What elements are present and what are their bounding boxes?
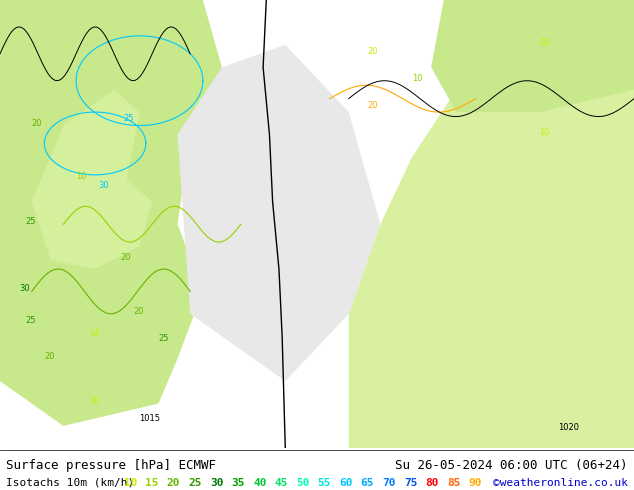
Text: 60: 60 (339, 477, 353, 488)
Polygon shape (349, 0, 634, 448)
Text: 55: 55 (318, 477, 331, 488)
Text: 50: 50 (296, 477, 309, 488)
Text: 25: 25 (25, 217, 36, 226)
Text: 20: 20 (133, 307, 144, 316)
Text: 20: 20 (539, 38, 550, 47)
Text: 25: 25 (25, 316, 36, 325)
Text: 20: 20 (368, 100, 378, 110)
Text: Isotachs 10m (km/h): Isotachs 10m (km/h) (6, 477, 134, 488)
Polygon shape (178, 45, 380, 381)
Text: 85: 85 (447, 477, 460, 488)
Polygon shape (32, 90, 152, 269)
Text: 30: 30 (98, 181, 109, 190)
Text: Su 26-05-2024 06:00 UTC (06+24): Su 26-05-2024 06:00 UTC (06+24) (395, 459, 628, 472)
Text: 10: 10 (539, 127, 550, 137)
Text: 20: 20 (368, 47, 378, 56)
Text: 1015: 1015 (139, 415, 160, 423)
Text: 15: 15 (145, 477, 158, 488)
Text: 65: 65 (361, 477, 374, 488)
Text: 20: 20 (44, 352, 55, 361)
Text: 10: 10 (89, 396, 100, 406)
Text: 70: 70 (382, 477, 396, 488)
Text: 14: 14 (89, 329, 100, 338)
Text: 80: 80 (425, 477, 439, 488)
Text: 90: 90 (469, 477, 482, 488)
Text: 20: 20 (167, 477, 180, 488)
Text: 35: 35 (231, 477, 245, 488)
Text: 75: 75 (404, 477, 417, 488)
Text: 30: 30 (210, 477, 223, 488)
Text: 10: 10 (124, 477, 137, 488)
Text: 25: 25 (188, 477, 202, 488)
Polygon shape (431, 0, 634, 112)
Text: 25: 25 (158, 334, 169, 343)
Text: ©weatheronline.co.uk: ©weatheronline.co.uk (493, 477, 628, 488)
Text: 20: 20 (120, 253, 131, 262)
Text: 25: 25 (124, 114, 134, 123)
Text: 1020: 1020 (558, 423, 579, 432)
Text: 30: 30 (19, 284, 30, 294)
Text: 45: 45 (275, 477, 288, 488)
Polygon shape (0, 0, 222, 426)
Text: 10: 10 (76, 172, 87, 181)
Text: Surface pressure [hPa] ECMWF: Surface pressure [hPa] ECMWF (6, 459, 216, 472)
Text: 20: 20 (32, 119, 42, 127)
Text: 10: 10 (412, 74, 423, 83)
Text: 40: 40 (253, 477, 266, 488)
